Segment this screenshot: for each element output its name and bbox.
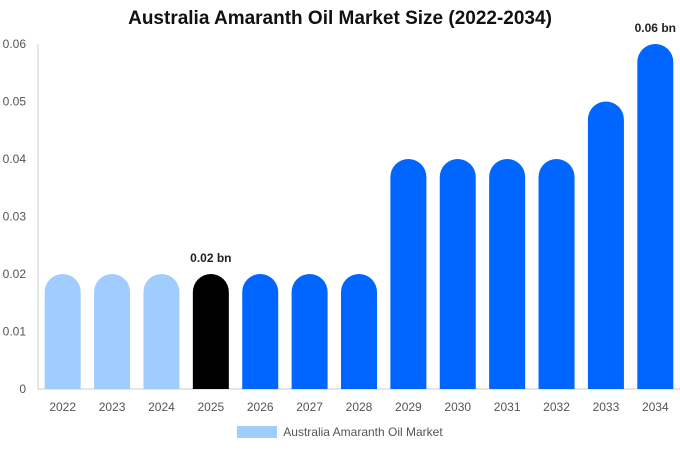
chart-title: Australia Amaranth Oil Market Size (2022… xyxy=(128,8,552,29)
bar-2029 xyxy=(390,159,427,389)
bar-2031 xyxy=(489,158,526,389)
data-label-2025: 0.02 bn xyxy=(190,251,231,265)
bar-2032 xyxy=(538,159,575,389)
x-tick-label: 2031 xyxy=(494,400,521,414)
x-tick-label: 2033 xyxy=(593,400,620,414)
x-tick-label: 2027 xyxy=(296,400,323,414)
bar-2024 xyxy=(143,274,180,389)
bar-2034 xyxy=(637,44,674,389)
x-tick-label: 2022 xyxy=(49,400,76,414)
x-tick-label: 2034 xyxy=(642,400,669,414)
bar-2027 xyxy=(291,274,328,389)
bar-2030 xyxy=(439,159,476,389)
x-tick-label: 2023 xyxy=(99,400,126,414)
bar-2028 xyxy=(341,274,377,389)
legend-label: Australia Amaranth Oil Market xyxy=(283,425,443,439)
data-label-2034: 0.06 bn xyxy=(635,21,676,35)
x-tick-label: 2026 xyxy=(247,400,274,414)
bar-2033 xyxy=(587,101,624,389)
x-tick-label: 2024 xyxy=(148,400,175,414)
legend: Australia Amaranth Oil Market xyxy=(0,425,680,439)
x-tick-label: 2025 xyxy=(197,400,224,414)
y-tick-label: 0.03 xyxy=(3,210,27,224)
y-tick-label: 0.01 xyxy=(3,325,27,339)
x-tick-label: 2030 xyxy=(444,400,471,414)
x-tick-label: 2029 xyxy=(395,400,422,414)
y-tick-label: 0 xyxy=(19,382,26,396)
legend-swatch xyxy=(237,426,278,438)
bar-2025 xyxy=(192,274,229,389)
bar-2023 xyxy=(94,274,131,389)
y-tick-label: 0.02 xyxy=(3,267,27,281)
bar-2026 xyxy=(242,274,279,389)
y-tick-label: 0.04 xyxy=(3,152,27,166)
y-tick-label: 0.05 xyxy=(3,95,27,109)
bar-2022 xyxy=(44,274,81,389)
y-tick-label: 0.06 xyxy=(3,37,27,51)
x-tick-label: 2032 xyxy=(543,400,570,414)
x-tick-label: 2028 xyxy=(346,400,373,414)
